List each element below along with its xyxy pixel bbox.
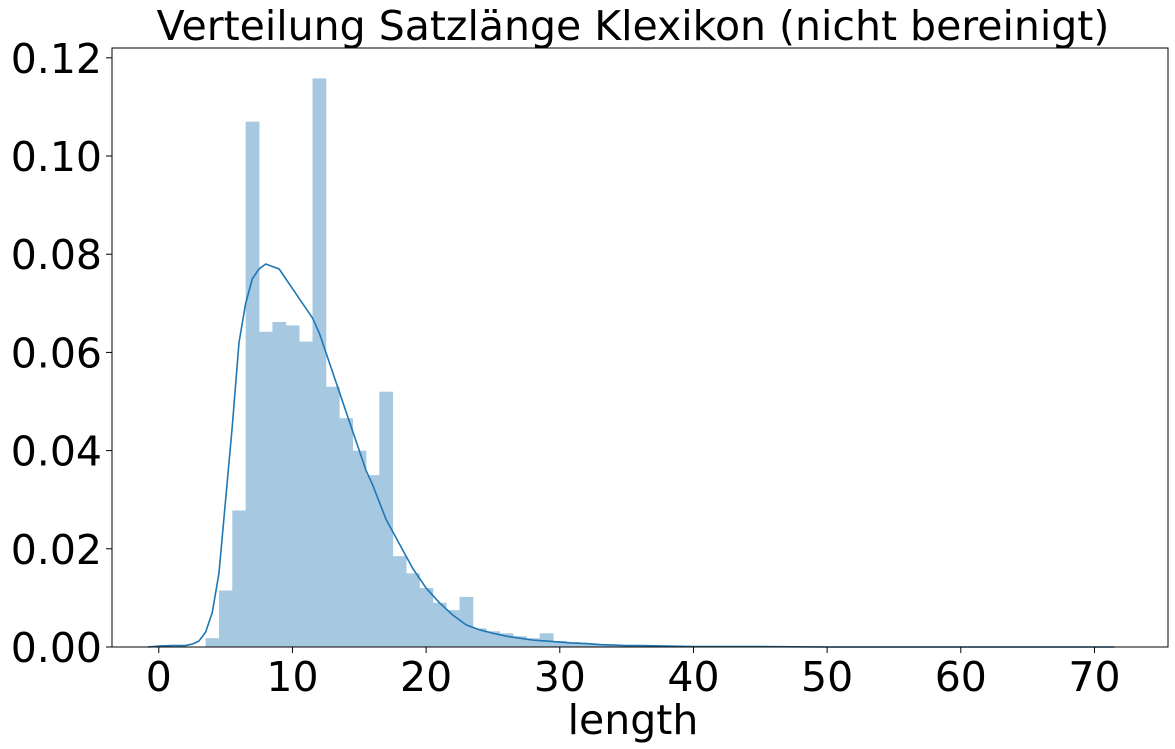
histogram-bar: [299, 341, 313, 647]
histogram-bar: [312, 78, 327, 648]
histogram-bar: [325, 386, 340, 647]
y-tick-label: 0.08: [11, 231, 102, 279]
histogram-bar: [513, 636, 527, 647]
y-tick-label: 0.04: [11, 428, 102, 476]
y-tick-label: 0.12: [11, 35, 102, 83]
histogram-bar: [593, 644, 607, 647]
x-tick-label: 70: [1068, 653, 1120, 701]
histogram-bar: [285, 325, 300, 647]
histogram-bar: [486, 631, 501, 647]
histogram-bar: [526, 638, 541, 647]
chart-title: Verteilung Satzlänge Klexikon (nicht ber…: [157, 2, 1110, 50]
histogram-bar: [272, 321, 287, 647]
x-tick-label: 40: [667, 653, 719, 701]
histogram-bar: [245, 121, 260, 648]
x-axis-label: length: [568, 696, 699, 744]
plot-frame: [111, 47, 1169, 648]
histogram-bar: [339, 418, 354, 647]
x-tick-label: 30: [534, 653, 586, 701]
histogram-bar: [218, 590, 233, 647]
histogram-bar: [232, 510, 247, 647]
x-tick-label: 50: [801, 653, 853, 701]
histogram-bar: [365, 475, 380, 647]
histogram-bar: [259, 331, 273, 647]
histogram-bar: [579, 643, 594, 647]
histogram-bar: [432, 602, 447, 647]
histogram-bar: [459, 596, 474, 647]
histogram-bar: [352, 450, 367, 647]
kde-layer: [148, 263, 1115, 648]
y-axis-ticks: 0.00 0.02 0.04 0.06 0.08 0.10 0.12: [11, 35, 112, 672]
kde-line: [148, 263, 1115, 648]
histogram-bar: [539, 633, 554, 647]
x-tick-label: 60: [935, 653, 987, 701]
histogram-bar: [419, 588, 434, 647]
x-tick-label: 10: [266, 653, 318, 701]
y-tick-label: 0.00: [11, 624, 102, 672]
x-tick-label: 20: [400, 653, 452, 701]
histogram-bar: [446, 610, 460, 647]
histogram-bar: [553, 641, 567, 647]
bars-layer: [205, 78, 701, 648]
x-tick-label: 0: [146, 653, 172, 701]
histogram-bar: [406, 573, 420, 647]
y-tick-label: 0.02: [11, 526, 102, 574]
histogram-bar: [392, 556, 407, 647]
histogram-bar: [205, 638, 220, 647]
x-axis-ticks: 0 10 20 30 40 50 60 70: [146, 647, 1121, 701]
y-tick-label: 0.10: [11, 133, 102, 181]
histogram-bar: [566, 642, 581, 647]
histogram-bar: [472, 628, 487, 647]
y-tick-label: 0.06: [11, 329, 102, 377]
